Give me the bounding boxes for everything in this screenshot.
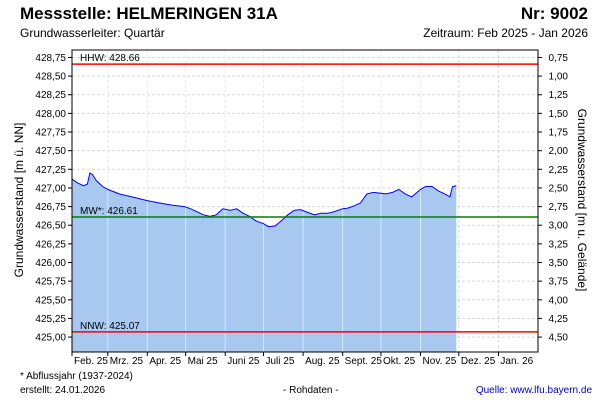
y2-tick-label: 3,25 (549, 239, 569, 250)
y-tick-label: 428,00 (35, 109, 66, 120)
y2-tick-label: 1,50 (549, 109, 569, 120)
y-tick-label: 427,25 (35, 165, 66, 176)
y2-tick-label: 4,25 (549, 314, 569, 325)
x-axis: Feb. 25 Mrz. 25 Apr. 25 Mai 25 Juni 25 Juli 2… (71, 352, 534, 367)
y2-tick-label: 2,00 (549, 146, 569, 157)
y2-tick-label: 0,75 (549, 53, 569, 64)
x-tick-label: Juli 25 (266, 356, 295, 367)
footnote: * Abflussjahr (1937-2024) (20, 371, 133, 382)
y-tick-label: 425,25 (35, 314, 66, 325)
y-tick-label: 426,75 (35, 202, 66, 213)
x-tick-label: Juni 25 (227, 356, 260, 367)
period-label: Zeitraum: Feb 2025 - Jan 2026 (423, 26, 588, 40)
y2-tick-label: 4,00 (549, 295, 569, 306)
reference-label-1: MW*: 426.61 (80, 206, 138, 217)
y-axis-label: Grundwasserstand [m ü. NN] (12, 123, 26, 278)
x-tick-label: Jan. 26 (500, 356, 533, 367)
y2-tick-label: 3,50 (549, 258, 569, 269)
y2-tick-label: 3,75 (549, 277, 569, 288)
x-tick-label: Dez. 25 (461, 356, 496, 367)
y-tick-label: 428,50 (35, 72, 66, 83)
reference-label-2: NNW: 425.07 (80, 321, 140, 332)
y2-tick-label: 1,75 (549, 128, 569, 139)
y-tick-label: 427,50 (35, 146, 66, 157)
y-tick-label: 427,75 (35, 128, 66, 139)
y-tick-label: 425,00 (35, 333, 66, 344)
source-link[interactable]: Quelle: www.lfu.bayern.de (475, 385, 592, 396)
x-tick-label: Mai 25 (188, 356, 218, 367)
raw-data-note: - Rohdaten - (283, 385, 339, 396)
y-tick-label: 428,75 (35, 53, 66, 64)
y-tick-label: 425,75 (35, 277, 66, 288)
y2-tick-label: 1,25 (549, 90, 569, 101)
y2-tick-label: 2,75 (549, 202, 569, 213)
y-tick-label: 426,00 (35, 258, 66, 269)
y-axis-left: 428,75 428,50 428,25 428,00 427,75 427,50 427,… (35, 53, 72, 344)
y2-axis-label: Grundwasserstand [m u. Gelände] (575, 109, 589, 292)
y2-tick-label: 2,50 (549, 183, 569, 194)
y-tick-label: 426,50 (35, 221, 66, 232)
y2-tick-label: 2,25 (549, 165, 569, 176)
y2-tick-label: 4,50 (549, 333, 569, 344)
station-number: Nr: 9002 (520, 4, 588, 23)
x-tick-label: Apr. 25 (149, 356, 181, 367)
y-tick-label: 428,25 (35, 90, 66, 101)
y-tick-label: 427,00 (35, 183, 66, 194)
x-tick-label: Okt. 25 (383, 356, 416, 367)
y-tick-label: 426,25 (35, 239, 66, 250)
y-axis-right: 0,75 1,00 1,25 1,50 1,75 2,00 2,25 2,50 2,75 3,00… (538, 53, 568, 344)
y2-tick-label: 3,00 (549, 221, 569, 232)
x-tick-label: Mrz. 25 (110, 356, 144, 367)
x-tick-label: Feb. 25 (74, 356, 108, 367)
y-tick-label: 425,50 (35, 295, 66, 306)
plot-frame (71, 49, 539, 353)
y2-tick-label: 1,00 (549, 72, 569, 83)
created-date: erstellt: 24.01.2026 (20, 385, 106, 396)
x-tick-label: Sept. 25 (345, 356, 383, 367)
x-tick-label: Nov. 25 (423, 356, 457, 367)
aquifer-label: Grundwasserleiter: Quartär (20, 26, 165, 40)
reference-label-0: HHW: 428.66 (80, 53, 140, 64)
station-title: Messstelle: HELMERINGEN 31A (20, 4, 278, 23)
series-line (71, 172, 457, 228)
x-tick-label: Aug. 25 (305, 356, 340, 367)
reference-lines: HHW: 428.66 MW*: 426.61 NNW: 425.07 (72, 53, 538, 333)
